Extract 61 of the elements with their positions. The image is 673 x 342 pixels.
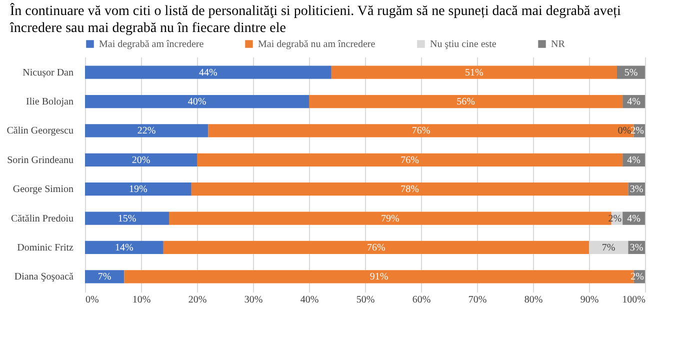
chart-title: În continuare vă vom citi o listă de personalităţi si politicieni. Vă rugăm să ne spuneți dacă mai degrabă aveți încredere sau mai degrabă nu în fiecare dintre ele (9, 2, 621, 36)
data-label: 3% (630, 242, 644, 254)
y-tick-label: Dominic Fritz (17, 242, 74, 254)
x-tick-label: 70% (468, 294, 487, 306)
x-tick-label: 30% (244, 294, 263, 306)
x-tick-label: 60% (412, 294, 431, 306)
bar (85, 124, 208, 138)
data-label: 44% (199, 67, 218, 78)
y-tick-label: Ilie Bolojan (26, 96, 74, 108)
y-tick-label: George Simion (12, 184, 74, 196)
y-tick-label: Nicușor Dan (22, 67, 74, 78)
legend-label: Mai degrabă nu am încredere (258, 39, 376, 50)
bar (331, 66, 617, 79)
bar (85, 270, 124, 284)
x-tick-label: 90% (580, 294, 599, 306)
bar (163, 240, 589, 254)
y-tick-label: Călin Georgescu (6, 126, 74, 137)
data-label: 79% (381, 213, 400, 224)
bar (309, 94, 623, 108)
data-label: 7% (602, 242, 616, 254)
bar (191, 182, 628, 196)
x-tick-label: 80% (524, 294, 543, 306)
data-label: 20% (132, 154, 150, 166)
data-label: 51% (465, 67, 484, 78)
y-tick-label: Diana Şoşoacă (14, 272, 74, 283)
x-tick-label: 10% (132, 294, 151, 306)
bar (85, 66, 332, 79)
data-label: 4% (627, 154, 640, 166)
x-tick-label: 40% (300, 294, 319, 306)
data-label: 56% (456, 96, 475, 108)
y-tick-label: Sorin Grindeanu (7, 154, 74, 166)
data-label: 76% (412, 126, 430, 137)
y-tick-label: Cătălin Predoiu (11, 213, 74, 224)
bar (85, 94, 309, 108)
bar (85, 182, 192, 196)
bar (85, 153, 197, 166)
legend-label: NR (551, 39, 566, 50)
data-label: 7% (98, 272, 112, 283)
data-label: 0% (618, 126, 632, 137)
data-label: 91% (370, 272, 388, 283)
data-label: 4% (627, 213, 640, 224)
x-tick-label: 100% (622, 294, 646, 306)
data-label: 40% (188, 96, 206, 108)
legend-label: Nu ştiu cine este (430, 39, 497, 50)
x-tick-label: 0% (86, 294, 99, 306)
data-label: 76% (367, 242, 386, 254)
x-tick-label: 50% (356, 294, 375, 306)
x-tick-label: 20% (188, 294, 207, 306)
data-label: 4% (627, 96, 640, 108)
data-label: 78% (400, 184, 419, 196)
data-label: 15% (118, 213, 136, 224)
data-label: 19% (129, 184, 148, 196)
bar (85, 240, 164, 254)
data-label: 5% (624, 67, 638, 78)
bar (85, 212, 169, 225)
data-label: 3% (630, 184, 644, 196)
data-label: 76% (400, 154, 419, 166)
bar (197, 153, 623, 166)
legend-label: Mai degrabă am încredere (99, 39, 204, 50)
data-label: 22% (137, 126, 156, 137)
data-label: 14% (115, 242, 134, 254)
